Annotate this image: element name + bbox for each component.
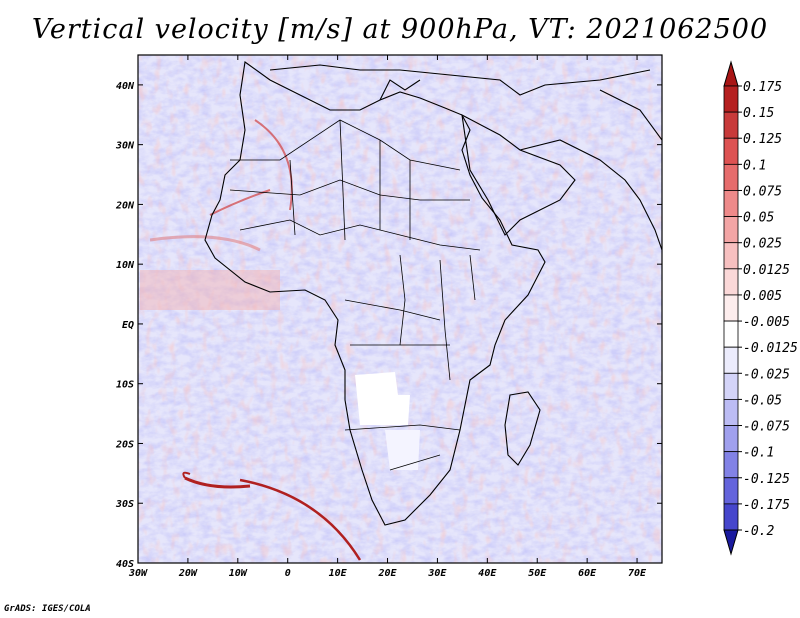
y-axis: 40N 30N 20N 10N EQ 10S 20S 30S 40S	[115, 81, 662, 570]
x-tick-label: 0	[285, 568, 291, 579]
colorbar-swatch	[723, 190, 739, 217]
colorbar-swatch	[723, 320, 739, 348]
x-tick-label: 40E	[478, 568, 497, 579]
x-tick-label: 60E	[578, 568, 597, 579]
colorbar-label: -0.0125	[743, 341, 798, 356]
colorbar-label: 0.05	[743, 211, 774, 226]
colorbar-swatch	[723, 477, 739, 505]
colorbar-label: -0.005	[743, 315, 790, 330]
colorbar-label: 0.075	[743, 184, 782, 199]
country-borders	[229, 119, 481, 471]
colorbar-label: -0.125	[743, 472, 790, 487]
colorbar-label: 0.0125	[743, 263, 790, 278]
y-tick-label: 20S	[115, 439, 134, 450]
colorbar: 0.175 0.15 0.125 0.1 0.075 0.05 0.025 0.0125 0.0…	[723, 60, 798, 556]
colorbar-swatch	[723, 451, 739, 479]
colorbar-swatch	[723, 242, 739, 270]
y-tick-label: 10N	[116, 260, 135, 271]
y-tick-label: EQ	[122, 320, 134, 331]
colorbar-label: 0.005	[743, 289, 782, 304]
colorbar-swatch	[723, 137, 739, 165]
x-tick-label: 20E	[377, 568, 397, 579]
colorbar-bottom-arrow	[723, 529, 739, 556]
x-tick-label: 70E	[628, 568, 647, 579]
plot-frame	[137, 54, 663, 564]
x-axis: 30W 20W 10W 0 10E 20E 30E 40E 50E 60E 70E	[128, 55, 647, 579]
colorbar-label: -0.175	[743, 498, 790, 513]
x-tick-label: 20W	[178, 568, 198, 579]
colorbar-label: 0.025	[743, 237, 782, 252]
colorbar-swatch	[723, 163, 739, 191]
colorbar-label: -0.1	[743, 446, 774, 461]
colorbar-label: 0.125	[743, 132, 782, 147]
colorbar-top-arrow	[723, 60, 739, 87]
y-tick-label: 20N	[115, 200, 135, 211]
colorbar-label: -0.2	[743, 524, 774, 539]
colorbar-label: -0.05	[743, 393, 782, 408]
colorbar-swatch	[723, 399, 739, 426]
x-tick-label: 30W	[128, 568, 148, 579]
y-tick-label: 40S	[116, 559, 134, 570]
colorbar-swatch	[723, 346, 739, 374]
colorbar-label: 0.175	[743, 80, 782, 95]
y-tick-label: 40N	[116, 81, 135, 92]
colorbar-swatch	[723, 216, 739, 244]
colorbar-label: 0.15	[743, 106, 774, 121]
colorbar-swatch	[723, 425, 739, 453]
x-tick-label: 50E	[528, 568, 547, 579]
colorbar-label: -0.025	[743, 367, 790, 382]
colorbar-swatch	[723, 85, 739, 113]
x-tick-label: 10E	[329, 568, 348, 579]
y-tick-label: 30N	[115, 141, 135, 152]
colorbar-swatch	[723, 503, 739, 531]
colorbar-label: 0.1	[743, 158, 766, 173]
x-tick-label: 10W	[229, 568, 248, 579]
x-tick-label: 30E	[427, 568, 447, 579]
y-tick-label: 30S	[115, 499, 134, 510]
map-title: Vertical velocity [m/s] at 900hPa, VT: 2…	[31, 14, 769, 45]
y-tick-label: 10S	[116, 380, 134, 391]
velocity-field	[138, 55, 662, 563]
colorbar-swatch	[723, 268, 739, 296]
colorbar-swatch	[723, 372, 739, 400]
colorbar-label: -0.075	[743, 420, 790, 435]
colorbar-swatch	[723, 294, 739, 322]
colorbar-swatch	[723, 111, 739, 139]
credit-text: GrADS: IGES/COLA	[4, 604, 91, 614]
